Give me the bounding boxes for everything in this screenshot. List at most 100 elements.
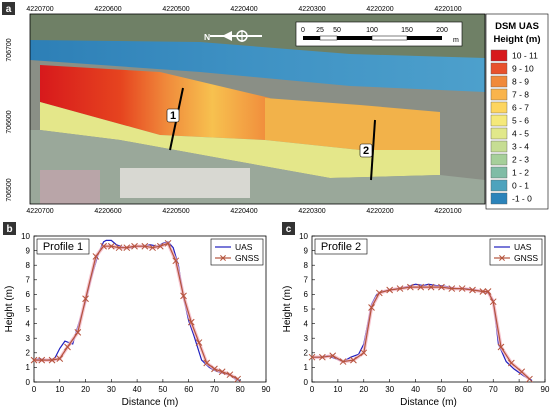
bottom-tick-label: 4220500 [162, 208, 189, 215]
panel-label-a: a [6, 4, 12, 15]
x-tick-label: 70 [210, 385, 219, 394]
legend-label: GNSS [235, 253, 259, 263]
scale-label: 25 [316, 27, 324, 34]
marker-stroke [360, 349, 368, 357]
legend-item-label: 1 - 2 [512, 168, 529, 178]
profile-label-2: 2 [363, 145, 369, 157]
data-point-marker [458, 285, 466, 292]
profile-line-1: 1 [166, 87, 184, 151]
data-point-marker [497, 343, 505, 351]
legend-marker [220, 255, 226, 261]
data-point-marker [195, 339, 203, 346]
map-bottom-ticks: 4220700 4220600 4220500 4220400 4220300 … [26, 208, 461, 215]
x-tick-label: 0 [32, 385, 37, 394]
marker-stroke [368, 304, 375, 311]
data-point-marker [526, 375, 533, 383]
bottom-tick-label: 4220100 [434, 208, 461, 215]
top-tick-label: 4220400 [230, 6, 257, 13]
scale-label: 150 [401, 27, 413, 34]
profile-2-chart: c 0 1 2 3 4 5 6 7 8 9 10 0 10 20 30 40 50 60 70 80 90 Distance… [282, 222, 550, 408]
marker-stroke [458, 285, 466, 292]
parking-area [120, 168, 250, 198]
x-tick-label: 80 [236, 385, 245, 394]
marker-stroke [329, 352, 337, 360]
y-tick-label: 3 [304, 334, 309, 343]
marker-stroke [518, 368, 526, 376]
data-point-marker [141, 242, 149, 250]
data-point-marker [407, 283, 414, 291]
data-point-marker [218, 368, 226, 376]
data-point-marker [48, 356, 56, 364]
data-point-marker [180, 292, 187, 300]
chart-legend-box [489, 238, 543, 266]
marker-stroke [74, 329, 82, 336]
y-tick-label: 5 [26, 305, 31, 314]
marker-stroke [319, 353, 326, 361]
y-tick-label: 10 [21, 232, 30, 241]
data-point-marker [479, 288, 487, 295]
marker-stroke [396, 285, 404, 292]
top-tick-label: 4220200 [366, 6, 393, 13]
map-legend: DSM UAS Height (m) 10 - 11 9 - 10 8 - 9 7 -… [485, 13, 549, 210]
y-tick-label: 4 [26, 319, 31, 328]
legend-title-2: Height (m) [494, 34, 541, 45]
data-point-marker [448, 285, 456, 292]
marker-stroke [218, 368, 226, 376]
y-tick-label: 8 [26, 261, 31, 270]
marker-stroke [375, 289, 383, 297]
marker-stroke [149, 244, 156, 252]
marker-stroke [386, 286, 394, 294]
data-point-marker [396, 285, 404, 292]
marker-stroke [64, 343, 71, 351]
data-point-marker [107, 242, 115, 250]
legend-swatch [490, 88, 508, 101]
legend-swatch [490, 101, 508, 114]
y-axis-label: Height (m) [282, 286, 293, 333]
marker-stroke [407, 283, 414, 291]
legend-swatch [490, 62, 508, 75]
bottom-tick-label: 4220200 [366, 208, 393, 215]
data-point-marker [489, 298, 497, 306]
marker-stroke [180, 292, 187, 300]
top-tick-label: 4220500 [162, 6, 189, 13]
scale-label: 50 [333, 27, 341, 34]
x-tick-label: 40 [411, 385, 420, 394]
scale-label: 0 [301, 27, 305, 34]
data-point-marker [469, 286, 476, 294]
data-point-marker [518, 368, 526, 376]
north-arrow-icon: N [204, 30, 262, 42]
map-top-ticks: 4220700 4220600 4220500 4220400 4220300 … [26, 6, 461, 13]
legend-item-label: 3 - 4 [512, 142, 529, 152]
legend-title-1: DSM UAS [495, 21, 539, 32]
y-tick-label: 8 [304, 261, 309, 270]
data-point-marker [427, 283, 435, 291]
dune-mid-zone [265, 98, 440, 150]
data-point-marker [368, 304, 375, 311]
y-tick-label: 0 [26, 378, 31, 387]
legend-label: UAS [514, 242, 532, 252]
profile-1-chart: b 0 1 2 3 4 5 6 7 8 9 10 0 10 20 30 40 50 60 70 80 90 Distance… [3, 222, 271, 408]
marker-stroke [489, 298, 497, 306]
legend-item-label: 10 - 11 [512, 51, 538, 61]
marker-stroke [469, 286, 476, 294]
marker-stroke [172, 257, 180, 265]
y-tick-label: 7 [304, 276, 309, 285]
y-tick-label: 9 [26, 246, 31, 255]
dune-high-zone [40, 65, 270, 140]
y-tick-label: 6 [304, 290, 309, 299]
data-point-marker [82, 295, 89, 303]
profile-label-1: 1 [170, 110, 176, 122]
data-point-marker [484, 288, 492, 295]
panel-label: b [6, 224, 12, 235]
map-left-ticks: 706700 706600 706500 [6, 38, 13, 201]
left-tick-label: 706700 [6, 38, 13, 61]
marker-stroke [92, 253, 100, 260]
marker-stroke [187, 318, 195, 326]
x-axis-label: Distance (m) [122, 397, 179, 408]
marker-stroke [56, 355, 64, 362]
legend-swatch [490, 49, 508, 62]
y-tick-label: 6 [26, 290, 31, 299]
data-point-marker [100, 242, 107, 250]
marker-stroke [164, 239, 172, 247]
legend-item-label: 2 - 3 [512, 155, 529, 165]
